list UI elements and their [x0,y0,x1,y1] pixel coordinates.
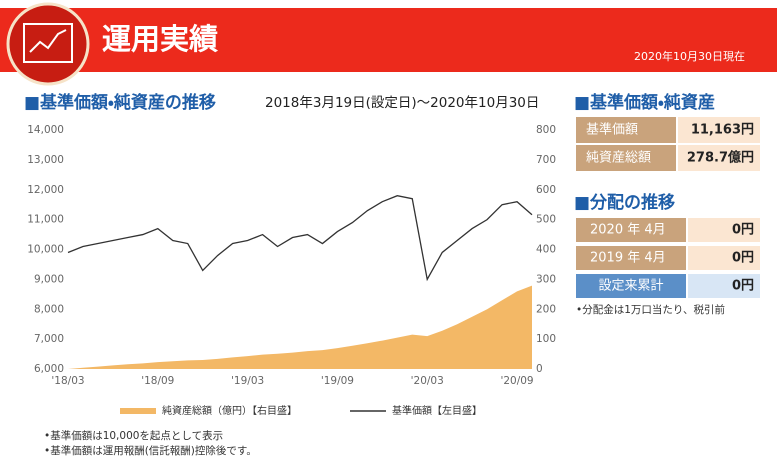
y-tick-label: 11,000 [27,214,64,226]
legend-label: 基準価額【左目盛】 [392,404,482,417]
y2-tick-label: 800 [536,124,556,136]
x-tick-label: '20/03 [411,375,444,387]
table-cell [688,274,760,298]
note: •基準価額は運用報酬(信託報酬)控除後です。 [44,444,257,457]
table-cell [576,246,686,270]
emblem-frame [23,23,73,63]
row-label: 基準価額 [586,122,638,138]
emblem [6,2,90,86]
nav-panel-title: ■基準価額・純資産 [574,92,715,113]
x-tick-label: '18/09 [141,375,174,387]
row-label: 設定来累計 [598,278,663,294]
table-cell [576,145,676,171]
table-cell [576,117,676,143]
area [68,285,532,369]
line [67,195,533,282]
x-tick-label: '18/03 [51,375,84,387]
y2-tick-label: 200 [536,303,556,315]
distribution-note: •分配金は1万口当たり、税引前 [576,303,725,316]
legend-swatch [120,408,156,414]
x-tick-label: '19/09 [321,375,354,387]
row-value: 0円 [732,251,754,266]
chart-subtitle: 2018年3月19日(設定日)～2020年10月30日 [265,95,539,111]
y-tick-label: 6,000 [34,363,64,375]
x-tick-label: '20/09 [500,375,533,387]
y2-tick-label: 0 [536,363,543,375]
y-tick-label: 9,000 [34,273,64,285]
y2-tick-label: 400 [536,244,556,256]
x-tick-label: '19/03 [231,375,264,387]
row-label: 2020 年 4月 [590,223,666,238]
row-label: 2019 年 4月 [590,251,666,266]
emblem-icon [29,29,67,53]
y-tick-label: 8,000 [34,303,64,315]
row-value: 11,163円 [691,123,754,138]
note: •基準価額は10,000を起点として表示 [44,429,223,442]
table-cell [688,246,760,270]
row-value: 0円 [732,279,754,294]
y-tick-label: 10,000 [27,244,64,256]
y-tick-label: 13,000 [27,154,64,166]
y-tick-label: 12,000 [27,184,64,196]
table-cell [576,274,686,298]
table-cell [576,218,686,242]
row-value: 0円 [732,223,754,238]
y-tick-label: 7,000 [34,333,64,345]
row-value: 278.7億円 [687,150,754,166]
table-cell [678,145,760,171]
as-of-date: 2020年10月30日現在 [634,49,745,63]
row-label: 純資産総額 [586,151,651,166]
y2-tick-label: 700 [536,154,556,166]
distribution-title: ■分配の推移 [574,192,675,213]
y2-tick-label: 100 [536,333,556,345]
legend-label: 純資産総額（億円）【右目盛】 [162,404,297,417]
header-title: 運用実績 [102,22,218,56]
table-cell [678,117,760,143]
y2-tick-label: 500 [536,214,556,226]
header-band [0,8,777,72]
y2-tick-label: 600 [536,184,556,196]
table-cell [688,218,760,242]
chart-title: ■基準価額・純資産の推移 [24,92,216,113]
y-tick-label: 14,000 [27,124,64,136]
y2-tick-label: 300 [536,273,556,285]
